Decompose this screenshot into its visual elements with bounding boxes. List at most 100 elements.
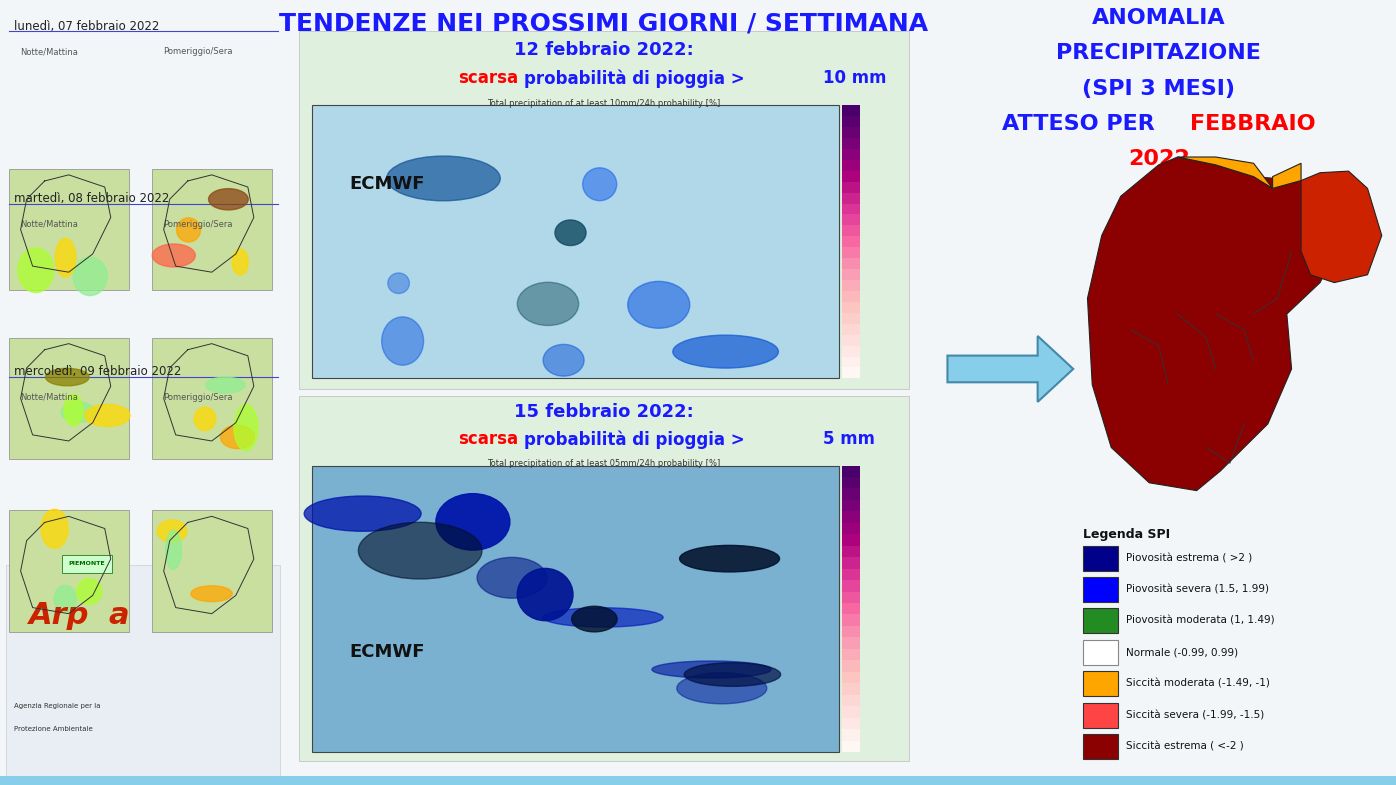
Text: PRECIPITAZIONE: PRECIPITAZIONE [1057, 43, 1261, 63]
Ellipse shape [191, 586, 232, 601]
Ellipse shape [582, 168, 617, 201]
FancyBboxPatch shape [842, 160, 860, 171]
Text: 12 febbraio 2022:: 12 febbraio 2022: [514, 41, 694, 59]
FancyBboxPatch shape [842, 568, 860, 580]
Text: 15 febbraio 2022:: 15 febbraio 2022: [514, 403, 694, 421]
FancyBboxPatch shape [842, 488, 860, 500]
FancyBboxPatch shape [842, 523, 860, 535]
Text: ECMWF: ECMWF [349, 176, 426, 193]
FancyBboxPatch shape [842, 149, 860, 160]
FancyBboxPatch shape [6, 565, 281, 777]
FancyBboxPatch shape [842, 535, 860, 546]
Text: FEBBRAIO: FEBBRAIO [1189, 114, 1315, 133]
Ellipse shape [85, 404, 130, 426]
Ellipse shape [387, 156, 500, 201]
Ellipse shape [652, 661, 771, 678]
Text: TENDENZE NEI PROSSIMI GIORNI / SETTIMANA: TENDENZE NEI PROSSIMI GIORNI / SETTIMANA [279, 12, 928, 36]
FancyBboxPatch shape [842, 203, 860, 214]
Text: Protezione Ambientale: Protezione Ambientale [14, 726, 94, 732]
FancyBboxPatch shape [1083, 671, 1118, 696]
Text: scarsa: scarsa [458, 430, 518, 448]
Ellipse shape [677, 673, 766, 704]
FancyBboxPatch shape [1083, 734, 1118, 759]
FancyBboxPatch shape [8, 338, 128, 459]
Text: ANOMALIA: ANOMALIA [1092, 8, 1226, 27]
Ellipse shape [381, 317, 423, 365]
Ellipse shape [205, 377, 244, 393]
Ellipse shape [556, 220, 586, 246]
FancyBboxPatch shape [842, 181, 860, 192]
FancyBboxPatch shape [842, 247, 860, 258]
Ellipse shape [176, 217, 201, 242]
Polygon shape [1301, 171, 1382, 283]
FancyBboxPatch shape [8, 169, 128, 290]
FancyBboxPatch shape [842, 660, 860, 672]
Ellipse shape [221, 425, 254, 448]
Polygon shape [1178, 157, 1273, 188]
FancyBboxPatch shape [842, 695, 860, 706]
FancyBboxPatch shape [921, 776, 1396, 785]
FancyBboxPatch shape [842, 192, 860, 203]
FancyBboxPatch shape [842, 683, 860, 695]
FancyBboxPatch shape [1083, 546, 1118, 571]
FancyBboxPatch shape [842, 500, 860, 511]
Ellipse shape [673, 335, 779, 368]
Text: Normale (-0.99, 0.99): Normale (-0.99, 0.99) [1127, 648, 1238, 657]
FancyBboxPatch shape [842, 592, 860, 603]
FancyBboxPatch shape [842, 116, 860, 127]
Text: 2022: 2022 [1128, 149, 1189, 169]
Text: (SPI 3 MESI): (SPI 3 MESI) [1082, 78, 1235, 98]
Ellipse shape [680, 546, 779, 572]
Text: Siccità severa (-1.99, -1.5): Siccità severa (-1.99, -1.5) [1127, 710, 1265, 720]
Text: Piovosità moderata (1, 1.49): Piovosità moderata (1, 1.49) [1127, 616, 1275, 626]
FancyBboxPatch shape [842, 729, 860, 740]
Text: scarsa: scarsa [458, 69, 518, 87]
Polygon shape [1087, 157, 1344, 491]
FancyBboxPatch shape [842, 557, 860, 568]
Text: Agenzia Regionale per la: Agenzia Regionale per la [14, 703, 101, 709]
FancyBboxPatch shape [842, 367, 860, 378]
FancyBboxPatch shape [152, 169, 272, 290]
Ellipse shape [232, 249, 248, 275]
Text: Siccità estrema ( <-2 ): Siccità estrema ( <-2 ) [1127, 742, 1244, 751]
Ellipse shape [477, 557, 547, 598]
FancyBboxPatch shape [842, 105, 860, 116]
Text: Piovosità estrema ( >2 ): Piovosità estrema ( >2 ) [1127, 553, 1252, 563]
Ellipse shape [73, 257, 107, 295]
Text: PIEMONTE: PIEMONTE [68, 561, 105, 566]
FancyBboxPatch shape [8, 510, 128, 632]
Text: ECMWF: ECMWF [349, 643, 426, 660]
FancyBboxPatch shape [299, 31, 909, 389]
FancyBboxPatch shape [842, 171, 860, 181]
Text: Total precipitation of at least 05mm/24h probability [%]: Total precipitation of at least 05mm/24h… [487, 459, 720, 468]
FancyBboxPatch shape [842, 280, 860, 291]
FancyBboxPatch shape [311, 105, 839, 378]
Text: Total precipitation of at least 10mm/24h probability [%]: Total precipitation of at least 10mm/24h… [487, 99, 720, 108]
FancyBboxPatch shape [842, 466, 860, 477]
FancyBboxPatch shape [1083, 577, 1118, 602]
FancyBboxPatch shape [1083, 640, 1118, 665]
Ellipse shape [158, 520, 187, 542]
Ellipse shape [543, 345, 584, 376]
Text: 5 mm: 5 mm [822, 430, 875, 448]
FancyBboxPatch shape [152, 338, 272, 459]
FancyBboxPatch shape [152, 510, 272, 632]
FancyBboxPatch shape [842, 717, 860, 729]
FancyBboxPatch shape [842, 258, 860, 269]
FancyBboxPatch shape [311, 466, 839, 752]
Text: Legenda SPI: Legenda SPI [1083, 528, 1170, 542]
Ellipse shape [571, 606, 617, 632]
Ellipse shape [518, 283, 579, 326]
Ellipse shape [436, 494, 510, 550]
Text: Siccità moderata (-1.49, -1): Siccità moderata (-1.49, -1) [1127, 679, 1270, 688]
Ellipse shape [304, 496, 422, 531]
Ellipse shape [235, 404, 258, 451]
Text: Piovosità severa (1.5, 1.99): Piovosità severa (1.5, 1.99) [1127, 585, 1269, 594]
Ellipse shape [517, 568, 572, 621]
FancyBboxPatch shape [842, 127, 860, 138]
Text: probabilità di pioggia >: probabilità di pioggia > [525, 69, 751, 88]
FancyBboxPatch shape [286, 776, 921, 785]
FancyBboxPatch shape [842, 269, 860, 280]
Text: lunedì, 07 febbraio 2022: lunedì, 07 febbraio 2022 [14, 20, 159, 33]
Ellipse shape [18, 248, 54, 293]
